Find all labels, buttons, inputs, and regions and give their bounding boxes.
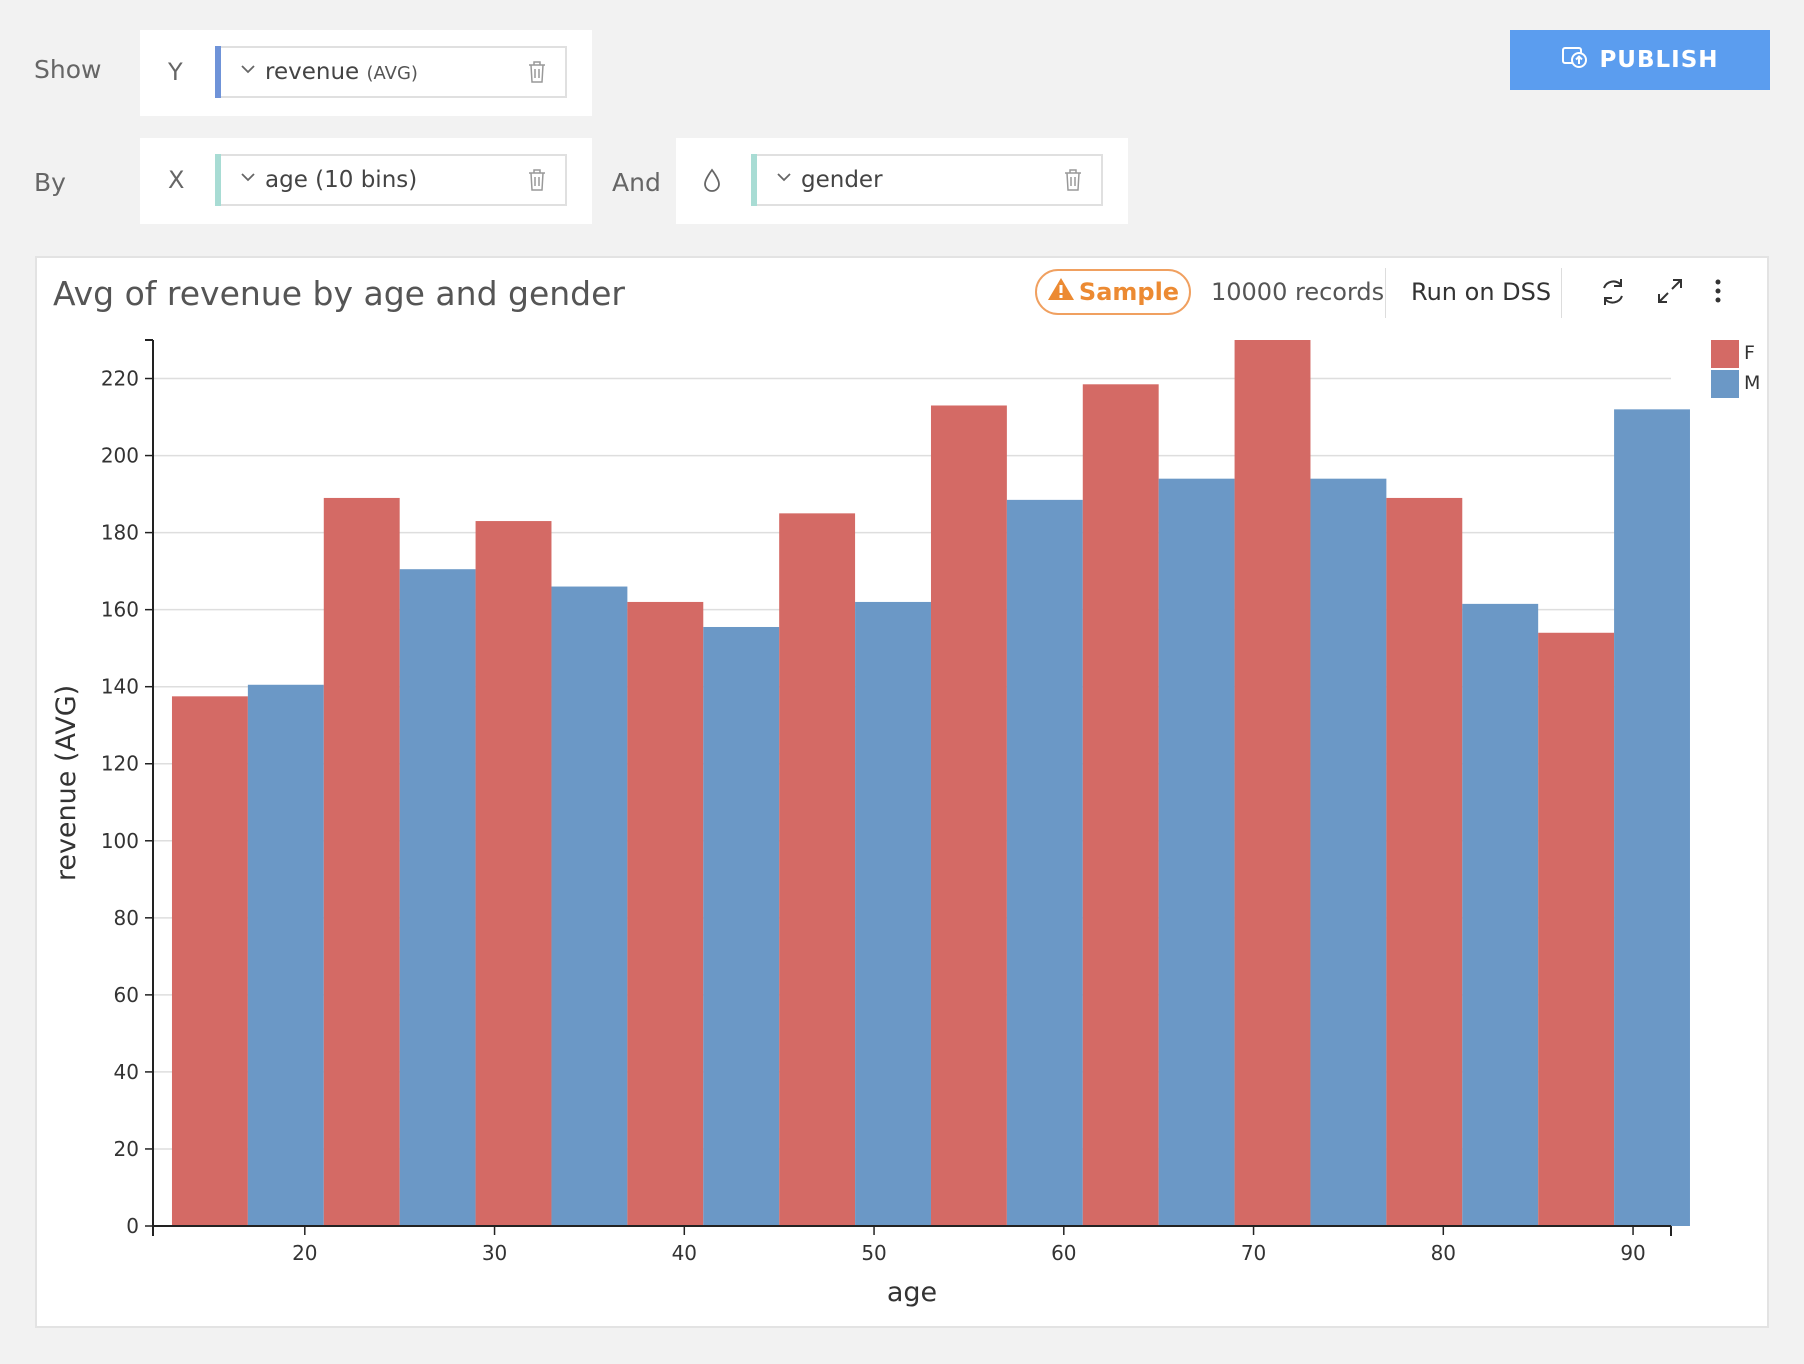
expand-icon[interactable] [1655,276,1685,310]
run-on-dss-button[interactable]: Run on DSS [1411,278,1552,306]
bar-f [930,405,1007,1226]
y-tick-label: 220 [101,367,139,391]
bar-m [551,586,628,1226]
x-tick-label: 50 [861,1241,886,1265]
x-field-name: age (10 bins) [265,167,418,193]
publish-cloud-icon [1561,45,1589,75]
refresh-icon[interactable] [1597,276,1629,312]
y-tick-label: 80 [114,906,139,930]
bar-f [1538,632,1615,1226]
publish-label: PUBLISH [1599,47,1719,73]
y-field-name: revenue (AVG) [265,59,418,85]
sample-label: Sample [1078,278,1180,306]
bar-f [779,513,856,1226]
bar-m [703,626,780,1226]
y-tick-label: 20 [114,1137,139,1161]
show-label: Show [34,55,102,84]
chevron-down-icon[interactable] [775,167,793,192]
publish-button[interactable]: PUBLISH [1510,30,1770,90]
legend-swatch-f [1711,340,1739,368]
legend-swatch-m [1711,370,1739,398]
bar-f [323,497,400,1226]
bar-f [627,601,704,1226]
x-field-pill[interactable]: age (10 bins) [215,154,567,206]
bar-m [1462,603,1539,1226]
warning-icon [1047,276,1075,308]
bar-m [1006,499,1083,1226]
bar-f [1082,384,1159,1226]
bar-m [247,684,324,1226]
bar-chart: 0 20 40 60 80 100 120 140 160 180 200 220 20 30 40 50 60… [51,339,1690,1308]
by-label: By [34,168,66,197]
chevron-down-icon[interactable] [239,167,257,192]
color-field-name: gender [801,167,883,193]
bar-m [855,601,931,1226]
header-divider [1385,268,1386,318]
y-tick-label: 120 [101,752,139,776]
x-tick-label: 70 [1241,1241,1266,1265]
y-tick-label: 40 [114,1060,139,1084]
color-well: gender [676,138,1128,224]
y-tick-label: 0 [126,1214,139,1238]
chart-title: Avg of revenue by age and gender [53,274,625,313]
sample-badge[interactable]: Sample [1035,269,1191,315]
x-tick-label: 80 [1431,1241,1456,1265]
color-field-color-bar [751,154,757,206]
y-tick-label: 200 [101,444,139,468]
x-tick-label: 30 [482,1241,507,1265]
and-label: And [612,168,661,197]
bar-m [1614,409,1690,1226]
x-tick-label: 20 [292,1241,317,1265]
legend-label-m: M [1744,372,1761,394]
bar-m [1158,478,1235,1227]
y-tick-label: 160 [101,598,139,622]
y-tick-label: 180 [101,521,139,545]
x-axis-letter: X [168,166,185,194]
y-field-pill[interactable]: revenue (AVG) [215,46,567,98]
bar-m [399,569,476,1226]
x-well: X age (10 bins) [140,138,592,224]
bar-f [475,521,552,1226]
bar-f [1234,340,1311,1226]
legend-label-f: F [1744,342,1755,364]
y-tick-label: 100 [101,829,139,853]
y-tick-label: 140 [101,675,139,699]
x-tick-label: 60 [1051,1241,1076,1265]
more-options-icon[interactable] [1713,276,1723,310]
records-count: 10000 records [1211,278,1385,306]
bar-f [171,696,248,1226]
trash-icon[interactable] [527,60,547,88]
y-field-color-bar [215,46,221,98]
x-tick-label: 90 [1620,1241,1645,1265]
bar-f [1386,497,1463,1226]
header-divider [1561,268,1562,318]
color-field-pill[interactable]: gender [751,154,1103,206]
chart-card: Avg of revenue by age and gender Sample … [35,256,1769,1328]
droplet-icon [702,168,722,198]
x-tick-label: 40 [672,1241,697,1265]
chevron-down-icon[interactable] [239,59,257,84]
trash-icon[interactable] [527,168,547,196]
y-axis-letter: Y [168,58,183,86]
x-field-color-bar [215,154,221,206]
y-axis-label: revenue (AVG) [51,685,82,881]
bar-m [1310,478,1387,1227]
x-axis-label: age [887,1277,937,1308]
trash-icon[interactable] [1063,168,1083,196]
y-well: Y revenue (AVG) [140,30,592,116]
y-tick-label: 60 [114,983,139,1007]
